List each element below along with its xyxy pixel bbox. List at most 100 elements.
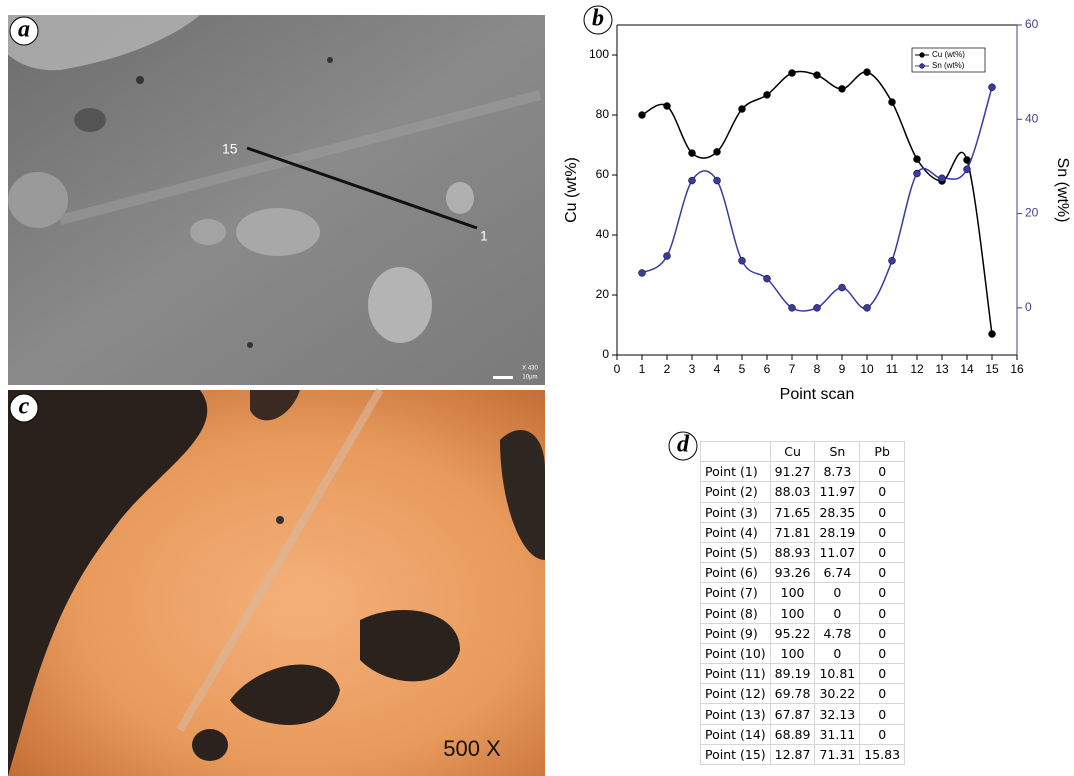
table-cell: 71.65 — [769, 501, 816, 523]
table-cell: 0 — [814, 582, 861, 604]
table-cell: Point (8) — [700, 602, 771, 624]
y-tick-label: 20 — [596, 287, 610, 301]
table-row: Point (6) 93.26 6.74 0 — [700, 562, 906, 584]
table-cell: 0 — [859, 622, 906, 644]
x-tick-label: 15 — [985, 362, 999, 376]
table-row: Point (15) 12.87 71.31 15.83 — [700, 743, 906, 766]
data-point — [788, 304, 796, 312]
table-cell: 95.22 — [769, 622, 816, 644]
x-tick-label: 10 — [860, 362, 874, 376]
scan-end-label: 1 — [480, 228, 488, 244]
table-cell: 91.27 — [769, 461, 816, 483]
data-point — [638, 111, 646, 119]
table-cell: 0 — [859, 481, 906, 503]
data-point — [888, 98, 896, 106]
table-cell: Point (11) — [700, 663, 771, 685]
data-point — [988, 330, 996, 338]
data-point — [763, 91, 771, 99]
table-cell: Point (15) — [700, 743, 771, 766]
table-row: Point (5) 88.93 11.07 0 — [700, 541, 906, 564]
y2-tick-label: 60 — [1025, 17, 1039, 31]
data-point — [813, 71, 821, 79]
legend-marker — [919, 52, 925, 58]
data-point — [913, 169, 921, 178]
y-tick-label: 0 — [602, 347, 609, 361]
table-cell: 30.22 — [814, 683, 861, 705]
y-tick-label: 100 — [589, 47, 609, 61]
table-cell: 89.19 — [769, 663, 816, 685]
data-point — [863, 68, 871, 76]
table-cell: 0 — [859, 541, 906, 564]
table-row: Point (3) 71.65 28.35 0 — [700, 501, 906, 523]
data-point — [963, 165, 971, 174]
table-row: Point (4) 71.81 28.19 0 — [700, 521, 906, 543]
table-cell: 12.87 — [769, 743, 816, 766]
y-tick-label: 40 — [596, 227, 610, 241]
table-cell: 100 — [769, 602, 816, 624]
table-cell: Point (6) — [700, 562, 771, 584]
table-cell — [700, 440, 771, 463]
table-cell: 10.81 — [814, 663, 861, 685]
table-cell: 8.73 — [814, 461, 861, 483]
table-cell: Point (12) — [700, 683, 771, 705]
table-cell: Point (4) — [700, 521, 771, 543]
x-tick-label: 13 — [935, 362, 949, 376]
legend-marker — [919, 63, 925, 69]
table-cell: 0 — [859, 703, 906, 725]
data-point — [813, 304, 821, 312]
panel-label: c — [19, 394, 30, 420]
data-point — [663, 252, 671, 260]
table-cell: 28.19 — [814, 521, 861, 543]
x-axis-label: Point scan — [780, 386, 855, 403]
data-point — [763, 274, 771, 283]
table-row: Point (8) 100 0 0 — [700, 602, 906, 624]
x-tick-label: 14 — [960, 362, 974, 376]
table-cell: 0 — [859, 521, 906, 543]
table-cell: 0 — [859, 683, 906, 705]
table-cell: 6.74 — [814, 562, 861, 584]
x-tick-label: 8 — [814, 362, 821, 376]
table-cell: 100 — [769, 582, 816, 604]
table-cell: 88.03 — [769, 481, 816, 503]
y-tick-label: 80 — [596, 107, 610, 121]
sem-image: 15 1 X 430 10μm — [8, 15, 545, 385]
magnification: 500 X — [443, 736, 501, 761]
table-cell: 71.31 — [814, 743, 861, 766]
table-cell: 69.78 — [769, 683, 816, 705]
data-point — [663, 102, 671, 110]
table-row: Point (11) 89.19 10.81 0 — [700, 663, 906, 685]
table-cell: 93.26 — [769, 562, 816, 584]
table-cell: Point (7) — [700, 582, 771, 604]
table-cell: 100 — [769, 642, 816, 665]
table-cell: Cu — [769, 440, 816, 463]
scan-start-label: 15 — [222, 141, 238, 157]
table-cell: 0 — [859, 642, 906, 665]
data-point — [913, 155, 921, 163]
y-tick-label: 60 — [596, 167, 610, 181]
table-cell: 32.13 — [814, 703, 861, 725]
table-cell: 11.07 — [814, 541, 861, 564]
x-tick-label: 16 — [1010, 362, 1024, 376]
optical-image: 500 X — [8, 387, 545, 776]
table-cell: 0 — [814, 642, 861, 665]
table-cell: 4.78 — [814, 622, 861, 644]
y2-axis-label: Sn (wt%) — [1054, 158, 1071, 223]
x-tick-label: 9 — [839, 362, 846, 376]
table-cell: 88.93 — [769, 541, 816, 564]
table-cell: Point (10) — [700, 642, 771, 665]
table-cell: 0 — [814, 602, 861, 624]
table-row: Point (2) 88.03 11.97 0 — [700, 481, 906, 503]
data-point — [738, 256, 746, 265]
table-cell: Point (3) — [700, 501, 771, 523]
table-row: Point (1) 91.27 8.73 0 — [700, 461, 906, 483]
y2-tick-label: 40 — [1025, 111, 1039, 125]
table-cell: 11.97 — [814, 481, 861, 503]
table-cell: 31.11 — [814, 723, 861, 745]
composition-table: Cu Sn Pb Point (1) 91.27 8.73 0 Point (2) 88.03 1… — [700, 440, 906, 766]
table-cell: 0 — [859, 461, 906, 483]
data-point — [688, 176, 696, 185]
legend-label: Sn (wt%) — [932, 61, 965, 70]
x-tick-label: 2 — [664, 362, 671, 376]
y-axis-label: Cu (wt%) — [563, 157, 580, 223]
